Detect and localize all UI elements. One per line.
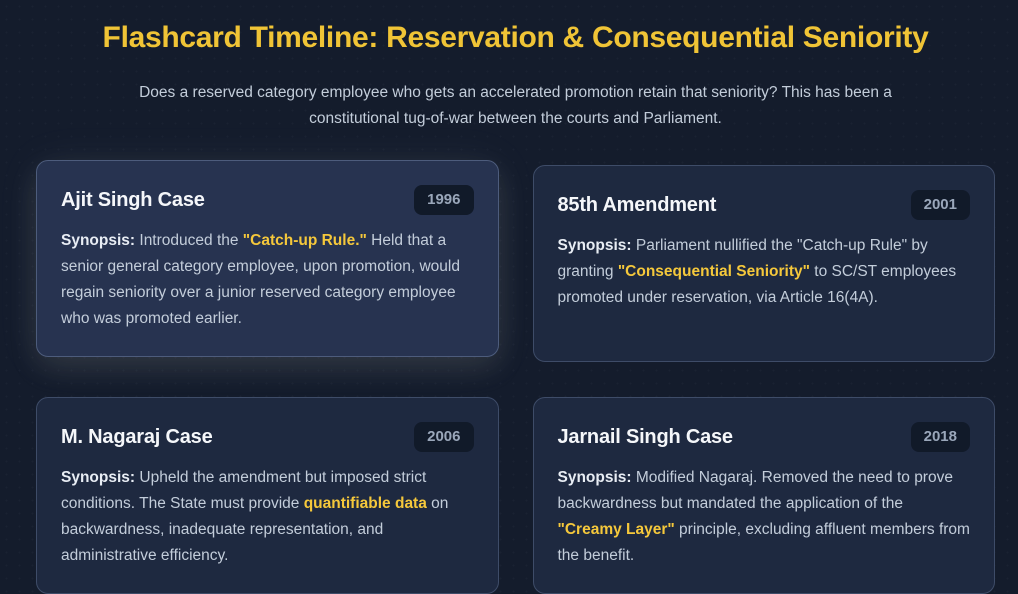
synopsis-label: Synopsis: bbox=[557, 469, 632, 486]
synopsis-text-post: on backwardness, inadequate representati… bbox=[61, 495, 449, 564]
synopsis-highlight: "Catch-up Rule." bbox=[242, 232, 367, 249]
year-badge: 2018 bbox=[910, 422, 970, 452]
card-synopsis: Synopsis: Modified Nagaraj. Removed the … bbox=[558, 465, 971, 569]
year-badge: 2001 bbox=[910, 190, 970, 220]
synopsis-label: Synopsis: bbox=[557, 237, 632, 254]
flashcard-ajit-singh-case[interactable]: Ajit Singh Case 1996 Synopsis: Introduce… bbox=[36, 160, 499, 357]
flashcard-m-nagaraj-case[interactable]: M. Nagaraj Case 2006 Synopsis: Upheld th… bbox=[36, 397, 499, 594]
card-title: M. Nagaraj Case bbox=[61, 425, 213, 448]
card-title: Jarnail Singh Case bbox=[557, 425, 734, 448]
synopsis-label: Synopsis: bbox=[61, 469, 136, 486]
card-header: 85th Amendment 2001 bbox=[557, 190, 970, 220]
synopsis-label: Synopsis: bbox=[61, 232, 136, 249]
synopsis-text-pre: Modified Nagaraj. Removed the need to pr… bbox=[557, 469, 953, 512]
synopsis-text-post: principle, excluding affluent members fr… bbox=[557, 521, 970, 564]
flashcard-grid: Ajit Singh Case 1996 Synopsis: Introduce… bbox=[36, 160, 995, 594]
synopsis-highlight: "Consequential Seniority" bbox=[617, 263, 810, 280]
flashcard-85th-amendment[interactable]: 85th Amendment 2001 Synopsis: Parliament… bbox=[532, 165, 995, 362]
synopsis-highlight: "Creamy Layer" bbox=[557, 521, 675, 538]
synopsis-text-post: to SC/ST employees promoted under reserv… bbox=[557, 263, 957, 306]
card-synopsis: Synopsis: Introduced the "Catch-up Rule.… bbox=[61, 228, 474, 332]
card-synopsis: Synopsis: Upheld the amendment but impos… bbox=[61, 465, 474, 569]
card-header: Jarnail Singh Case 2018 bbox=[557, 422, 970, 452]
page-title: Flashcard Timeline: Reservation & Conseq… bbox=[102, 21, 929, 54]
card-header: Ajit Singh Case 1996 bbox=[61, 185, 474, 215]
card-synopsis: Synopsis: Parliament nullified the "Catc… bbox=[558, 233, 971, 311]
synopsis-highlight: quantifiable data bbox=[303, 495, 427, 512]
synopsis-text-pre: Introduced the bbox=[135, 232, 243, 249]
synopsis-text-pre: Parliament nullified the "Catch-up Rule"… bbox=[557, 237, 928, 280]
card-header: M. Nagaraj Case 2006 bbox=[61, 422, 474, 452]
synopsis-text-post: Held that a senior general category empl… bbox=[61, 232, 460, 327]
flashcard-jarnail-singh-case[interactable]: Jarnail Singh Case 2018 Synopsis: Modifi… bbox=[532, 397, 995, 594]
year-badge: 1996 bbox=[414, 185, 474, 215]
year-badge: 2006 bbox=[414, 422, 474, 452]
page-subtitle: Does a reserved category employee who ge… bbox=[139, 84, 892, 127]
card-title: 85th Amendment bbox=[557, 193, 717, 216]
synopsis-text-pre: Upheld the amendment but imposed strict … bbox=[61, 469, 427, 512]
card-title: Ajit Singh Case bbox=[61, 188, 205, 211]
